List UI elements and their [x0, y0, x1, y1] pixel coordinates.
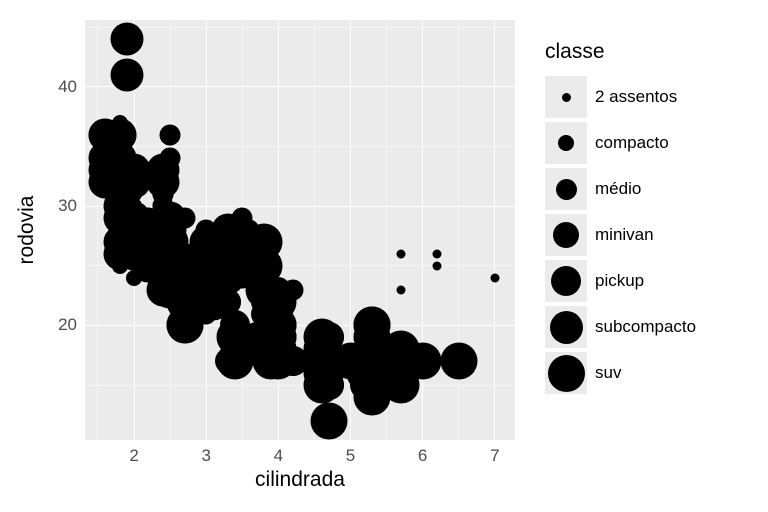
data-point — [110, 23, 143, 56]
legend-key-circle — [553, 222, 579, 248]
data-point — [260, 307, 297, 344]
legend-title: classe — [545, 40, 605, 64]
y-tick-label: 40 — [58, 77, 77, 97]
gridline — [97, 20, 98, 440]
y-tick-label: 20 — [58, 315, 77, 335]
legend-key-circle — [548, 355, 585, 392]
legend-key — [545, 352, 587, 394]
data-point — [303, 331, 340, 368]
legend-label: pickup — [587, 271, 644, 291]
legend-key — [545, 168, 587, 210]
data-point — [103, 118, 136, 151]
y-axis-title: rodovia — [15, 196, 39, 265]
data-point — [397, 249, 406, 258]
data-point — [310, 402, 347, 439]
data-point — [490, 273, 499, 282]
data-point — [220, 310, 250, 340]
legend-key-circle — [551, 266, 581, 296]
x-tick-label: 3 — [201, 446, 210, 466]
legend-item: compacto — [545, 122, 669, 164]
gridline — [85, 86, 515, 87]
legend-item: 2 assentos — [545, 76, 677, 118]
x-tick-label: 5 — [346, 446, 355, 466]
legend-label: médio — [587, 179, 641, 199]
legend-key — [545, 306, 587, 348]
gridline — [85, 27, 515, 28]
data-point — [433, 249, 442, 258]
legend-item: médio — [545, 168, 641, 210]
data-point — [354, 307, 391, 344]
data-point — [160, 124, 181, 145]
data-point — [397, 285, 406, 294]
data-point — [155, 186, 171, 202]
legend-item: suv — [545, 352, 621, 394]
legend-key-circle — [556, 179, 577, 200]
data-point — [383, 343, 420, 380]
data-point — [124, 208, 145, 229]
gridline — [85, 206, 515, 207]
gridline — [494, 20, 495, 440]
legend-key — [545, 260, 587, 302]
legend-label: compacto — [587, 133, 669, 153]
legend-label: suv — [587, 363, 621, 383]
data-point — [118, 237, 151, 270]
y-tick-label: 30 — [58, 196, 77, 216]
x-tick-label: 4 — [274, 446, 283, 466]
x-tick-label: 7 — [490, 446, 499, 466]
legend-key — [545, 122, 587, 164]
x-tick-label: 6 — [418, 446, 427, 466]
legend-item: minivan — [545, 214, 654, 256]
data-point — [303, 367, 340, 404]
data-point — [239, 243, 260, 264]
legend-key-circle — [558, 135, 574, 151]
legend-label: 2 assentos — [587, 87, 677, 107]
legend-label: subcompacto — [587, 317, 696, 337]
figure: cilindrada rodovia classe 2 assentos comp… — [0, 0, 768, 512]
legend-key — [545, 214, 587, 256]
data-point — [433, 261, 442, 270]
legend-item: pickup — [545, 260, 644, 302]
data-point — [217, 220, 238, 241]
gridline — [85, 385, 515, 386]
legend-key-circle — [550, 311, 583, 344]
data-point — [440, 343, 477, 380]
legend-item: subcompacto — [545, 306, 696, 348]
x-axis-title: cilindrada — [255, 468, 345, 492]
legend-key — [545, 76, 587, 118]
gridline — [85, 325, 515, 326]
data-point — [232, 267, 253, 288]
legend-label: minivan — [587, 225, 654, 245]
legend-key-circle — [562, 93, 571, 102]
data-point — [155, 210, 171, 226]
x-tick-label: 2 — [129, 446, 138, 466]
data-point — [173, 283, 210, 320]
gridline — [85, 146, 515, 147]
data-point — [196, 267, 217, 288]
data-point — [110, 58, 143, 91]
data-point — [160, 231, 181, 252]
